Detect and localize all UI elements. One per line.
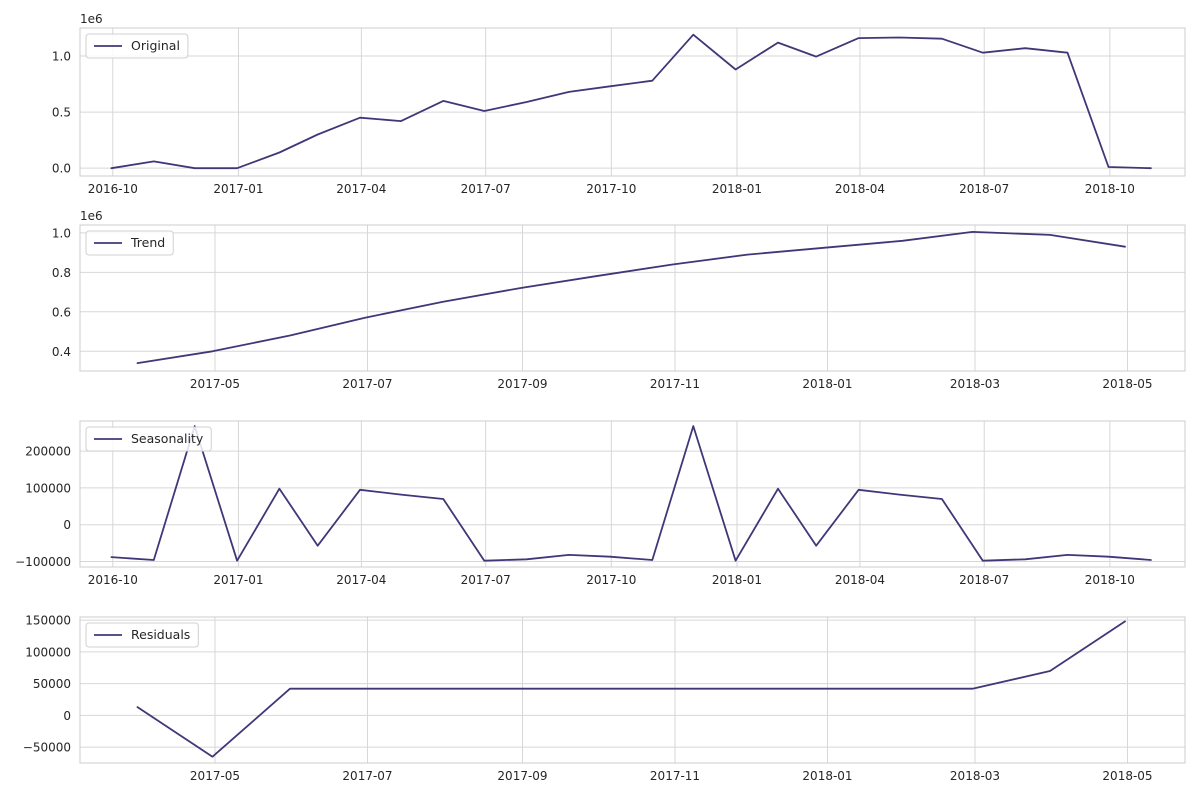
trend-x-tick-label: 2017-07 xyxy=(342,377,392,391)
residuals-x-tick-label: 2017-11 xyxy=(650,769,700,783)
trend-x-tick-label: 2018-03 xyxy=(950,377,1000,391)
residuals-x-tick-label: 2017-07 xyxy=(342,769,392,783)
residuals-panel: 2017-05 2017-07 2017-09 2017-11 2018-01 2018-… xyxy=(23,614,1186,783)
original-plot-area xyxy=(80,28,1185,176)
original-axes-frame xyxy=(79,27,1186,177)
trend-x-tick-label: 2017-11 xyxy=(650,377,700,391)
seasonality-x-tick-label: 2018-01 xyxy=(712,573,762,587)
trend-y-tick-label: 0.8 xyxy=(52,266,71,280)
seasonality-x-tick-label: 2016-10 xyxy=(88,573,138,587)
original-x-tick-label: 2017-10 xyxy=(586,182,636,196)
seasonality-x-tick-label: 2017-10 xyxy=(586,573,636,587)
original-y-tick-label: 0.5 xyxy=(52,106,71,120)
trend-y-tick-label: 0.4 xyxy=(52,345,71,359)
seasonality-y-tick-label: 0 xyxy=(63,518,71,532)
trend-y-tick-label: 0.6 xyxy=(52,305,71,319)
seasonality-y-tick-label: −100000 xyxy=(15,555,71,569)
seasonality-panel: 2016-10 2017-01 2017-04 2017-07 2017-10 2018-… xyxy=(15,420,1186,587)
trend-x-tick-label: 2018-05 xyxy=(1102,377,1152,391)
original-legend: Original xyxy=(85,33,189,59)
residuals-x-tick-label: 2018-03 xyxy=(950,769,1000,783)
trend-x-tick-label: 2017-09 xyxy=(497,377,547,391)
trend-axes-frame xyxy=(79,224,1186,372)
seasonality-x-tick-label: 2017-07 xyxy=(461,573,511,587)
original-x-tick-label: 2018-07 xyxy=(959,182,1009,196)
trend-x-tick-label: 2018-01 xyxy=(802,377,852,391)
seasonality-legend-box xyxy=(85,426,212,452)
seasonality-y-tick-label: 100000 xyxy=(25,481,71,495)
seasonality-legend-label: Seasonality xyxy=(131,431,204,446)
residuals-legend-box xyxy=(85,622,199,648)
trend-plot-area xyxy=(80,225,1185,371)
trend-y-tick-label: 1.0 xyxy=(52,226,71,240)
seasonality-series-line xyxy=(110,425,1152,562)
original-x-tick-label: 2018-10 xyxy=(1085,182,1135,196)
residuals-x-tick-label: 2017-05 xyxy=(190,769,240,783)
residuals-legend: Residuals xyxy=(85,622,199,648)
residuals-x-tick-label: 2018-01 xyxy=(802,769,852,783)
seasonality-x-tick-label: 2018-07 xyxy=(959,573,1009,587)
residuals-y-tick-label: 50000 xyxy=(33,677,71,691)
original-x-tick-label: 2017-01 xyxy=(213,182,263,196)
trend-x-tick-label: 2017-05 xyxy=(190,377,240,391)
trend-legend-box xyxy=(85,230,174,256)
original-x-tick-label: 2018-04 xyxy=(835,182,885,196)
residuals-y-tick-label: 100000 xyxy=(25,645,71,659)
residuals-y-tick-label: 0 xyxy=(63,709,71,723)
original-y-tick-label: 0.0 xyxy=(52,162,71,176)
residuals-plot-area xyxy=(80,617,1185,763)
original-x-tick-label: 2018-01 xyxy=(712,182,762,196)
residuals-series-line xyxy=(136,620,1126,758)
original-legend-box xyxy=(85,33,189,59)
trend-panel: 2017-05 2017-07 2017-09 2017-11 2018-01 2018-… xyxy=(52,209,1186,391)
residuals-legend-label: Residuals xyxy=(131,627,190,642)
residuals-axes-frame xyxy=(79,616,1186,764)
trend-series-line xyxy=(136,230,1126,365)
seasonality-x-tick-label: 2017-01 xyxy=(213,573,263,587)
residuals-x-tick-label: 2018-05 xyxy=(1102,769,1152,783)
residuals-y-tick-label: −50000 xyxy=(23,741,71,755)
original-legend-label: Original xyxy=(131,38,180,53)
seasonality-x-tick-label: 2018-10 xyxy=(1085,573,1135,587)
trend-legend-label: Trend xyxy=(130,235,165,250)
original-x-tick-label: 2017-07 xyxy=(461,182,511,196)
seasonality-legend: Seasonality xyxy=(85,426,212,452)
seasonality-x-tick-label: 2018-04 xyxy=(835,573,885,587)
seasonality-x-tick-label: 2017-04 xyxy=(336,573,386,587)
original-y-tick-label: 1.0 xyxy=(52,50,71,64)
original-y-exponent-label: 1e6 xyxy=(80,12,103,26)
original-series-line xyxy=(110,33,1152,170)
seasonality-axes-frame xyxy=(79,420,1186,568)
seasonality-plot-area xyxy=(80,421,1185,567)
original-x-tick-label: 2016-10 xyxy=(88,182,138,196)
residuals-y-tick-label: 150000 xyxy=(25,614,71,628)
trend-y-exponent-label: 1e6 xyxy=(80,209,103,223)
original-panel: 2016-10 2017-01 2017-04 2017-07 2017-10 2018-… xyxy=(52,12,1186,196)
residuals-x-tick-label: 2017-09 xyxy=(497,769,547,783)
seasonality-y-tick-label: 200000 xyxy=(25,445,71,459)
original-x-tick-label: 2017-04 xyxy=(336,182,386,196)
trend-legend: Trend xyxy=(85,230,174,256)
